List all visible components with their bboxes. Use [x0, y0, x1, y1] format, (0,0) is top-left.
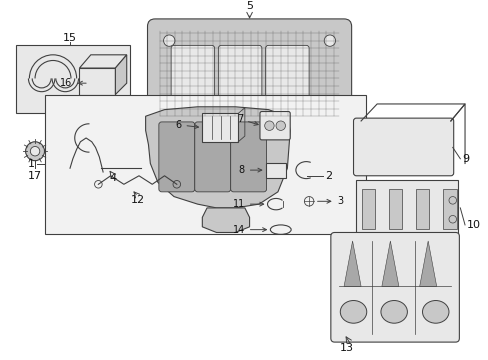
FancyBboxPatch shape [265, 45, 308, 110]
Circle shape [244, 105, 254, 114]
FancyBboxPatch shape [330, 233, 458, 342]
Text: 7: 7 [236, 114, 258, 125]
Bar [356, 180, 457, 236]
Text: 12: 12 [131, 195, 145, 205]
Text: 2: 2 [325, 171, 332, 181]
FancyBboxPatch shape [260, 112, 289, 140]
Text: 15: 15 [63, 33, 77, 43]
Polygon shape [344, 241, 360, 286]
Bar [265, 163, 286, 178]
Ellipse shape [340, 301, 366, 323]
Polygon shape [145, 107, 289, 208]
Ellipse shape [380, 301, 407, 323]
Text: 16: 16 [60, 78, 86, 88]
Bar [16, 45, 129, 113]
Circle shape [163, 35, 175, 46]
Ellipse shape [422, 301, 448, 323]
Polygon shape [115, 55, 126, 95]
Text: 6: 6 [175, 120, 198, 130]
Circle shape [25, 142, 44, 161]
Circle shape [448, 216, 456, 223]
FancyBboxPatch shape [147, 19, 351, 129]
FancyBboxPatch shape [218, 45, 261, 110]
Circle shape [264, 121, 274, 130]
Text: 14: 14 [232, 225, 266, 235]
Bar [443, 189, 456, 229]
Text: 8: 8 [238, 165, 261, 175]
Circle shape [275, 121, 285, 130]
Bar [415, 189, 428, 229]
Text: 9: 9 [461, 154, 468, 164]
FancyBboxPatch shape [171, 45, 214, 110]
Text: 4: 4 [109, 173, 116, 183]
Circle shape [324, 35, 335, 46]
FancyBboxPatch shape [230, 122, 266, 192]
Circle shape [30, 147, 40, 156]
Bar [202, 113, 238, 142]
Polygon shape [80, 55, 126, 68]
FancyBboxPatch shape [159, 122, 194, 192]
Text: 5: 5 [245, 1, 253, 11]
FancyBboxPatch shape [194, 122, 230, 192]
Circle shape [448, 197, 456, 204]
Polygon shape [419, 241, 436, 286]
Text: 3: 3 [317, 196, 343, 206]
Text: 13: 13 [339, 343, 353, 353]
Text: 17: 17 [28, 171, 42, 181]
Bar [361, 189, 374, 229]
Text: 1: 1 [28, 159, 35, 170]
Bar [80, 68, 115, 95]
Polygon shape [202, 208, 249, 233]
Polygon shape [381, 241, 398, 286]
Bar [388, 189, 402, 229]
Text: 11: 11 [232, 199, 263, 209]
Bar [44, 95, 365, 234]
FancyBboxPatch shape [353, 118, 453, 176]
Text: 10: 10 [466, 220, 480, 230]
